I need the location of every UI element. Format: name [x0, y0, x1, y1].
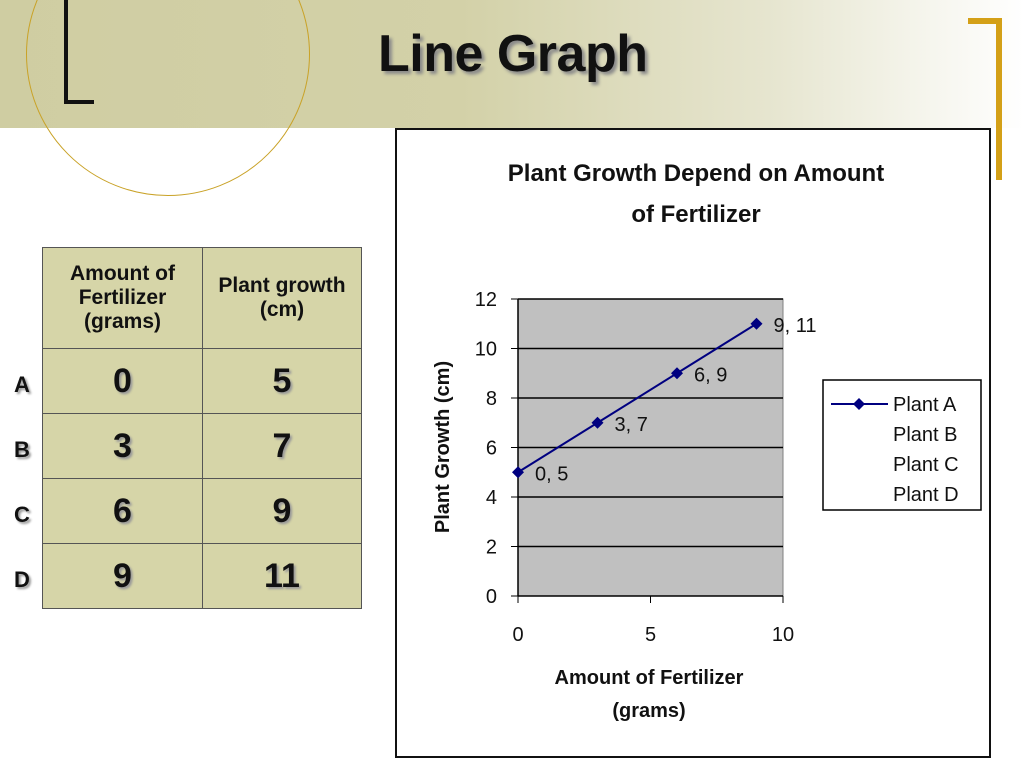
series-line	[517, 322, 758, 474]
data-label: 3, 7	[615, 414, 648, 436]
decorative-bracket-right	[968, 18, 1002, 180]
data-point	[671, 367, 683, 380]
data-label: 9, 11	[774, 315, 817, 337]
table-cell: 5	[202, 348, 362, 414]
y-tick-label: 8	[486, 388, 497, 410]
chart-title: of Fertilizer	[631, 201, 760, 228]
data-label: 6, 9	[694, 364, 727, 386]
x-axis-label: Amount of Fertilizer	[555, 667, 744, 689]
legend-entry: Plant C	[893, 454, 959, 476]
x-axis-label: (grams)	[612, 700, 685, 722]
table-cell: 9	[42, 543, 203, 609]
data-point	[591, 416, 604, 429]
table-cell: 0	[42, 348, 203, 414]
legend-entry: Plant B	[893, 424, 957, 446]
y-tick-label: 0	[486, 586, 497, 608]
table-cell: 11	[202, 543, 362, 609]
y-tick-label: 4	[486, 487, 497, 509]
y-tick-label: 6	[486, 438, 497, 460]
table-header-fertilizer: Amount of Fertilizer (grams)	[42, 247, 203, 349]
data-point	[512, 466, 524, 479]
table-cell: 6	[42, 478, 203, 544]
row-label-c: C	[14, 502, 30, 527]
chart-title: Plant Growth Depend on Amount	[508, 160, 884, 187]
table-cell: 7	[202, 413, 362, 479]
page-title: Line Graph	[378, 25, 648, 83]
row-label-d: D	[14, 567, 30, 592]
table-header-row: Amount of Fertilizer (grams) Plant growt…	[42, 247, 362, 349]
decorative-bracket-left	[64, 0, 94, 104]
y-tick-label: 2	[486, 537, 497, 559]
legend-box	[822, 379, 982, 511]
chart-frame: Plant Growth Depend on Amount of Fertiliz…	[395, 128, 991, 758]
data-table: Amount of Fertilizer (grams) Plant growt…	[42, 247, 362, 609]
table-cell: 3	[42, 413, 203, 479]
table-cell: 9	[202, 478, 362, 544]
row-label-a: A	[14, 372, 30, 397]
x-tick-label: 5	[645, 624, 656, 646]
table-row: 6 9	[42, 478, 362, 544]
x-tick-label: 10	[772, 624, 794, 646]
table-row: 0 5	[42, 348, 362, 414]
y-tick-label: 10	[475, 339, 497, 361]
x-tick-label: 0	[512, 624, 523, 646]
legend-entry: Plant D	[893, 484, 959, 506]
line-chart: Plant Growth Depend on Amount of Fertiliz…	[432, 160, 982, 722]
y-tick-label: 12	[475, 289, 497, 311]
table-row: 3 7	[42, 413, 362, 479]
data-label: 0, 5	[535, 463, 568, 485]
row-label-b: B	[14, 437, 30, 462]
table-row: 9 11	[42, 543, 362, 609]
y-axis-label: Plant Growth (cm)	[432, 361, 454, 533]
legend-entry: Plant A	[893, 394, 957, 416]
legend-marker	[853, 398, 865, 410]
table-header-growth: Plant growth (cm)	[202, 247, 362, 349]
data-point	[750, 317, 763, 330]
